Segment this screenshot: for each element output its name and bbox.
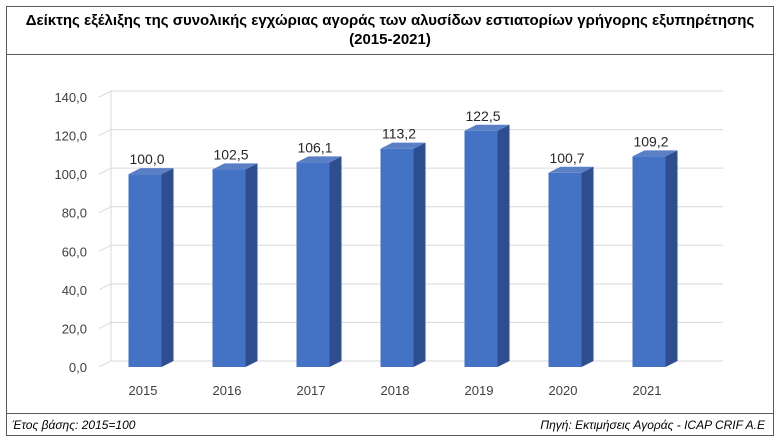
bar-side <box>581 166 594 367</box>
y-tick-label: 0,0 <box>69 360 87 375</box>
y-axis-ticks: 0,0 20,0 40,0 60,0 80,0 100,0 120,0 140,0 <box>54 90 87 375</box>
y-tick-label: 60,0 <box>62 244 87 259</box>
chart-footer: Έτος βάσης: 2015=100 Πηγή: Εκτιμήσεις Αγ… <box>7 413 773 435</box>
bar <box>380 148 414 367</box>
bar-top <box>212 163 258 170</box>
y-tick-label: 120,0 <box>54 129 87 144</box>
bar-side <box>161 168 174 367</box>
bar-top <box>632 150 678 157</box>
grid-line-depth <box>98 283 112 291</box>
grid-line-depth <box>98 167 112 175</box>
grid-line-depth <box>98 206 112 214</box>
data-label: 100,0 <box>129 151 164 167</box>
data-label: 106,1 <box>297 139 332 155</box>
x-axis-ticks: 2015 2016 2017 2018 2019 2020 2021 <box>129 383 662 398</box>
bars <box>128 124 678 367</box>
y-tick-label: 40,0 <box>62 283 87 298</box>
x-tick-label: 2021 <box>633 383 662 398</box>
bar-top <box>464 124 510 131</box>
data-label: 122,5 <box>465 108 500 124</box>
x-tick-label: 2017 <box>297 383 326 398</box>
chart-title-line1: Δείκτης εξέλιξης της συνολικής εγχώριας … <box>25 12 755 29</box>
chart-title: Δείκτης εξέλιξης της συνολικής εγχώριας … <box>7 7 773 55</box>
grid-line-depth <box>98 360 112 368</box>
grid-line-depth <box>98 244 112 252</box>
x-tick-label: 2016 <box>213 383 242 398</box>
data-label: 100,7 <box>549 150 584 166</box>
bar <box>464 130 498 367</box>
data-label: 109,2 <box>633 133 668 149</box>
bar-side <box>245 163 258 367</box>
chart-title-line2: (2015-2021) <box>349 31 431 48</box>
bar-top <box>128 168 174 175</box>
base-year-note: Έτος βάσης: 2015=100 <box>12 418 136 432</box>
bar <box>548 172 582 367</box>
bar-top <box>548 166 594 173</box>
bar <box>296 162 330 367</box>
data-label: 102,5 <box>213 146 248 162</box>
x-tick-label: 2020 <box>549 383 578 398</box>
bar-chart: 0,0 20,0 40,0 60,0 80,0 100,0 120,0 140,0 100,0… <box>54 90 723 398</box>
bar-side <box>413 142 426 367</box>
y-tick-label: 100,0 <box>54 167 87 182</box>
data-labels: 100,0 102,5 106,1 113,2 122,5 100,7 109,2 <box>129 108 668 167</box>
bar-side <box>497 124 510 367</box>
bar <box>128 174 162 367</box>
y-tick-label: 140,0 <box>54 90 87 105</box>
bar-top <box>380 142 426 149</box>
y-tick-label: 20,0 <box>62 321 87 336</box>
grid-line-depth <box>98 321 112 329</box>
grid-line-depth <box>98 90 112 98</box>
bar <box>632 156 666 367</box>
x-tick-label: 2018 <box>381 383 410 398</box>
chart-frame: Δείκτης εξέλιξης της συνολικής εγχώριας … <box>6 6 774 436</box>
source-note: Πηγή: Εκτιμήσεις Αγοράς - ICAP CRIF A.E <box>540 418 765 432</box>
data-label: 113,2 <box>382 126 416 142</box>
x-tick-label: 2015 <box>129 383 158 398</box>
bar <box>212 169 246 367</box>
y-tick-label: 80,0 <box>62 206 87 221</box>
x-tick-label: 2019 <box>465 383 494 398</box>
bar-side <box>329 156 342 367</box>
bar-side <box>665 150 678 367</box>
grid-line-depth <box>98 129 112 137</box>
bar-top <box>296 156 342 163</box>
